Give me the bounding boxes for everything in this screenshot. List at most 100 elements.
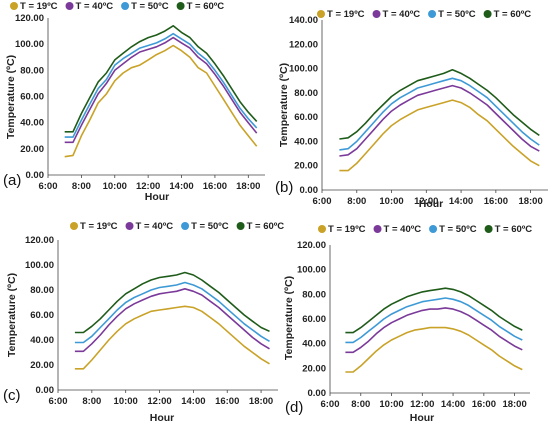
legend-entry: T = 60ºC (495, 224, 533, 235)
x-axis-title: Hour (419, 198, 444, 210)
panel-label: (c) (3, 387, 21, 404)
panel-label: (d) (285, 399, 303, 416)
series-line (64, 24, 258, 133)
y-tick-label: 20.00 (20, 144, 44, 155)
y-axis-title: Temperature (ºC) (6, 273, 18, 357)
y-tick-label: 60.00 (30, 310, 54, 321)
legend-marker (176, 2, 185, 10)
x-tick-label: 18:00 (249, 396, 273, 407)
y-tick-label: 20.00 (302, 363, 326, 374)
series-line (64, 32, 258, 138)
y-tick-label: 80.00 (294, 88, 318, 99)
legend-marker (317, 10, 325, 18)
series-line (339, 69, 540, 140)
chart-panel: T = 19ºC T = 40ºC T = 50ºC T = 60ºC 0.00 20.0… (275, 9, 548, 210)
x-tick-label: 12:00 (414, 196, 438, 207)
y-tick-label: 0.00 (36, 385, 55, 396)
x-tick-label: 18:00 (518, 196, 542, 207)
legend-entry: T = 40ºC (383, 9, 421, 20)
legend-marker (125, 222, 134, 230)
x-tick-label: 14:00 (181, 396, 205, 407)
y-tick-label: 60.00 (20, 92, 44, 103)
legend-marker (121, 2, 130, 10)
legend-entry: T = 40ºC (76, 1, 114, 12)
y-tick-label: 80.00 (302, 289, 326, 300)
y-tick-label: 0.00 (300, 185, 319, 196)
y-axis-title: Temperature (ºC) (278, 63, 290, 147)
series-line (345, 287, 523, 334)
x-tick-label: 10:00 (114, 396, 138, 407)
y-tick-label: 100.00 (297, 265, 326, 276)
x-tick-label: 12:00 (410, 399, 434, 410)
x-axis-title: Hour (410, 412, 435, 424)
series-line (339, 99, 540, 172)
x-tick-label: 6:00 (312, 196, 331, 207)
y-tick-label: 100.00 (25, 260, 54, 271)
series-line (64, 44, 258, 158)
legend-entry: T = 40ºC (136, 221, 174, 232)
legend-entry: T = 19ºC (328, 224, 366, 235)
legend-marker (181, 222, 190, 230)
y-tick-label: 0.00 (308, 388, 327, 399)
legend-marker (372, 10, 381, 18)
y-tick-label: 100.00 (289, 64, 318, 75)
legend-entry: T = 60ºC (247, 221, 285, 232)
legend-entry: T = 50ºC (438, 9, 476, 20)
legend-entry: T = 19ºC (20, 1, 58, 12)
y-axis-title: Temperature (ºC) (283, 276, 295, 360)
series-line (74, 281, 270, 344)
y-tick-label: 20.00 (30, 360, 54, 371)
x-tick-label: 10:00 (103, 181, 127, 192)
y-tick-label: 60.00 (294, 112, 318, 123)
y-tick-label: 120.00 (289, 39, 318, 50)
y-tick-label: 120.00 (15, 13, 44, 24)
series-line (64, 36, 258, 144)
series-line (345, 297, 523, 344)
x-tick-label: 6:00 (320, 399, 339, 410)
x-tick-label: 16:00 (484, 196, 508, 207)
legend-marker (65, 2, 74, 10)
x-tick-label: 14:00 (449, 196, 473, 207)
x-axis-title: Hour (150, 412, 175, 424)
y-tick-label: 120.00 (25, 235, 54, 246)
y-tick-label: 20.00 (294, 161, 318, 172)
x-tick-label: 8:00 (82, 396, 101, 407)
x-tick-label: 18:00 (502, 399, 526, 410)
legend-entry: T = 40ºC (384, 224, 422, 235)
legend-entry: T = 60ºC (187, 1, 225, 12)
series-line (345, 307, 523, 354)
x-tick-label: 8:00 (347, 196, 366, 207)
legend-marker (10, 2, 18, 10)
legend-entry: T = 50ºC (131, 1, 169, 12)
legend-marker (318, 225, 326, 233)
x-tick-label: 18:00 (236, 181, 260, 192)
legend-entry: T = 19ºC (327, 9, 365, 20)
legend-entry: T = 60ºC (494, 9, 532, 20)
legend-marker (236, 222, 245, 230)
x-tick-label: 6:00 (48, 396, 67, 407)
y-tick-label: 40.00 (20, 118, 44, 129)
chart-panel: T = 19ºC T = 40ºC T = 50ºC T = 60ºC 0.00 20.0… (283, 224, 532, 424)
series-line (74, 287, 270, 353)
x-tick-label: 14:00 (169, 181, 193, 192)
y-tick-label: 140.00 (289, 15, 318, 26)
y-axis-title: Temperature (ºC) (5, 55, 17, 139)
x-axis-title: Hour (145, 191, 170, 203)
panel-label: (a) (3, 172, 21, 189)
x-tick-label: 8:00 (72, 181, 91, 192)
x-tick-label: 12:00 (147, 396, 171, 407)
y-tick-label: 80.00 (30, 285, 54, 296)
x-tick-label: 8:00 (351, 399, 370, 410)
y-tick-label: 60.00 (302, 314, 326, 325)
legend-marker (428, 10, 437, 18)
series-line (74, 271, 270, 334)
y-tick-label: 120.00 (297, 240, 326, 251)
chart-panel: T = 19ºC T = 40ºC T = 50ºC T = 60ºC 0.00 20.0… (3, 1, 265, 203)
y-tick-label: 80.00 (20, 65, 44, 76)
legend-entry: T = 50ºC (191, 221, 229, 232)
legend-marker (484, 225, 493, 233)
x-tick-label: 6:00 (38, 181, 57, 192)
legend-marker (70, 222, 78, 230)
